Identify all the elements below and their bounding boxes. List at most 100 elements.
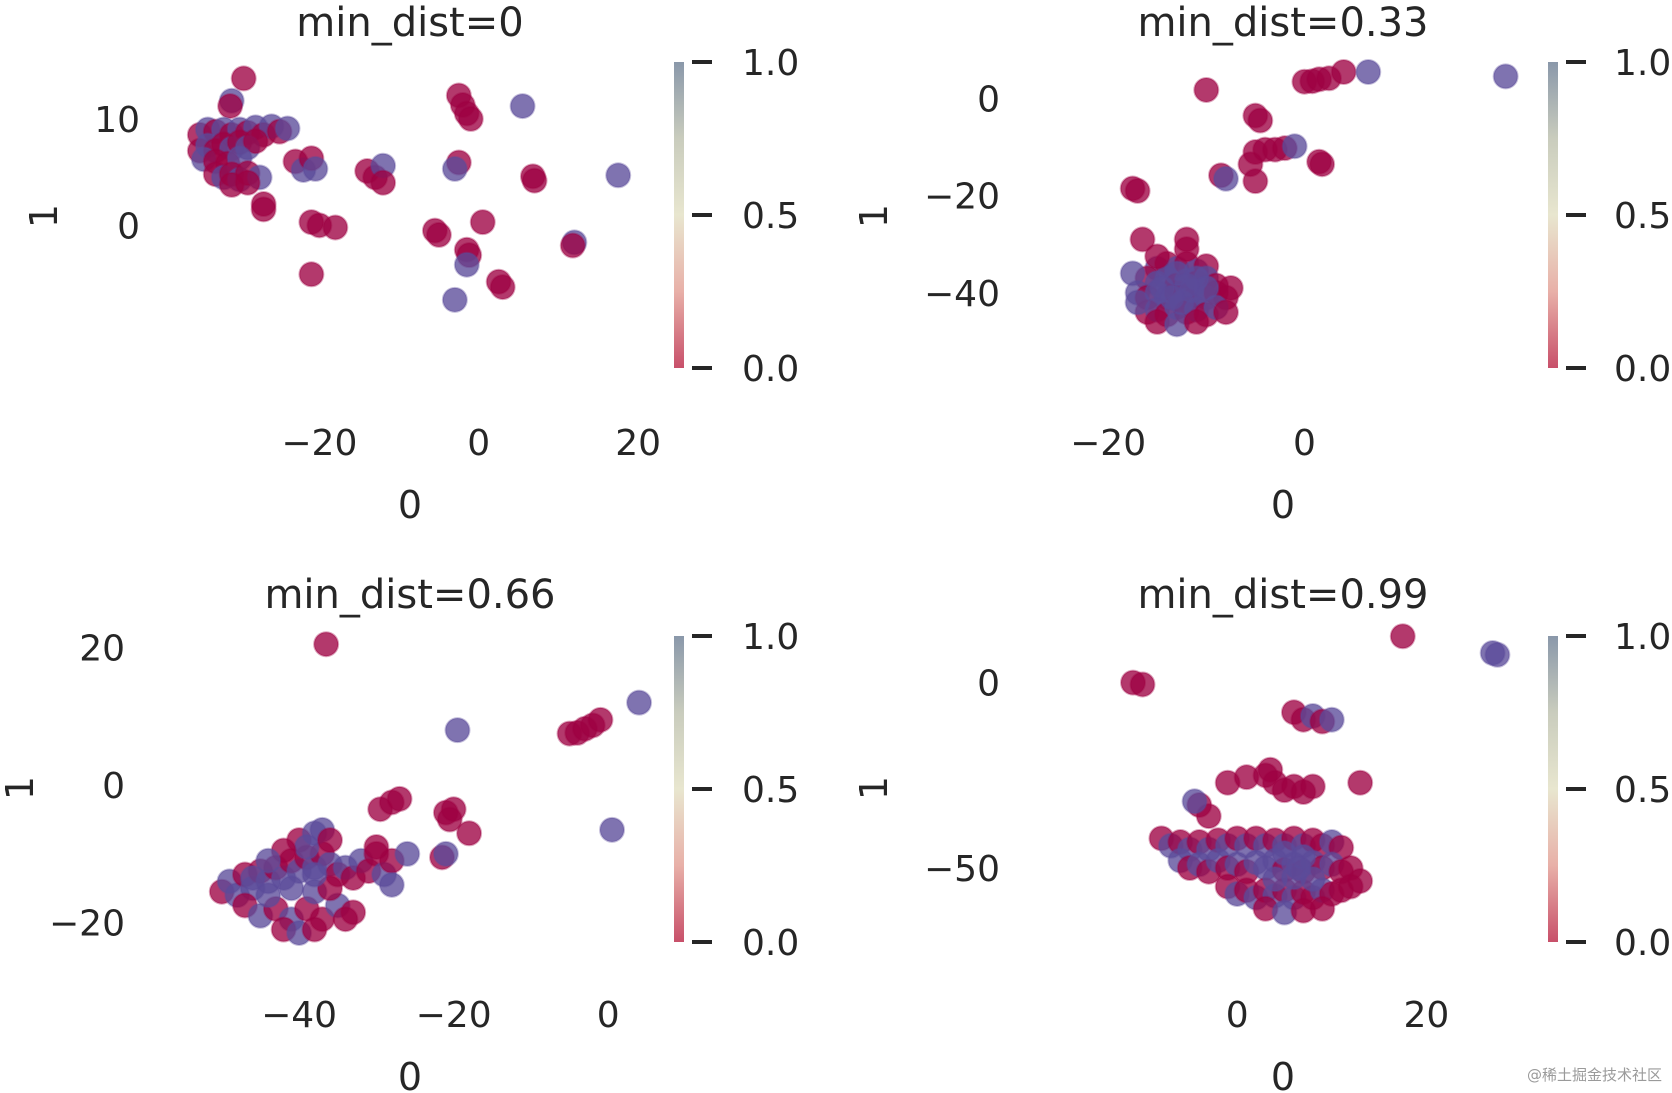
scatter-point bbox=[370, 169, 397, 196]
scatter-point bbox=[441, 286, 468, 313]
panel-2-points bbox=[1119, 58, 1519, 338]
scatter-point bbox=[302, 155, 329, 182]
y-tick-label: −50 bbox=[924, 849, 1000, 890]
scatter-point bbox=[242, 128, 269, 155]
y-tick-label: −20 bbox=[49, 904, 125, 945]
scatter-point bbox=[1309, 895, 1336, 922]
x-tick-label: 0 bbox=[467, 423, 490, 464]
x-tick-label: 0 bbox=[1226, 995, 1249, 1036]
scatter-point bbox=[587, 706, 614, 733]
panel-4-points bbox=[1120, 623, 1511, 926]
scatter-point bbox=[1158, 284, 1185, 311]
scatter-point bbox=[469, 209, 496, 236]
colorbar-tick-label: 0.0 bbox=[1614, 923, 1671, 964]
panel-2-x-label: 0 bbox=[1271, 483, 1295, 527]
scatter-point bbox=[293, 834, 320, 860]
scatter-point bbox=[626, 689, 653, 716]
scatter-point bbox=[1212, 299, 1239, 326]
scatter-point bbox=[457, 105, 484, 132]
panel-3-y-ticks: −20 0 20 bbox=[49, 629, 125, 945]
panel-3-points bbox=[208, 631, 653, 946]
panel-3-x-ticks: −40 −20 0 bbox=[261, 995, 620, 1036]
panel-2-y-label: 1 bbox=[852, 204, 896, 228]
x-tick-label: −40 bbox=[261, 995, 337, 1036]
panel-1-y-label: 1 bbox=[22, 204, 66, 228]
panel-4-y-ticks: −50 0 bbox=[924, 664, 1000, 890]
panel-4-x-label: 0 bbox=[1271, 1055, 1295, 1093]
scatter-point bbox=[1124, 289, 1151, 316]
scatter-point bbox=[255, 847, 282, 874]
scatter-point bbox=[425, 221, 452, 248]
panel-4-x-ticks: 0 20 bbox=[1226, 995, 1450, 1036]
y-tick-label: 0 bbox=[977, 80, 1000, 121]
panel-4-colorbar: 0.0 0.5 1.0 bbox=[1548, 617, 1671, 964]
scatter-point bbox=[1492, 63, 1519, 90]
x-tick-label: 20 bbox=[615, 423, 661, 464]
scatter-point bbox=[332, 906, 359, 933]
scatter-point bbox=[1129, 226, 1156, 253]
scatter-point bbox=[1183, 308, 1210, 335]
panel-3-colorbar: 0.0 0.5 1.0 bbox=[674, 617, 799, 964]
scatter-point bbox=[1330, 58, 1357, 85]
panel-3-colorbar-gradient bbox=[674, 636, 684, 942]
x-tick-label: −20 bbox=[1070, 423, 1146, 464]
scatter-point bbox=[274, 115, 301, 142]
scatter-point bbox=[1217, 274, 1244, 301]
y-tick-label: 20 bbox=[79, 629, 125, 670]
panel-3-x-label: 0 bbox=[398, 1055, 422, 1093]
scatter-point bbox=[1318, 706, 1345, 733]
scatter-point bbox=[599, 816, 626, 843]
scatter-point bbox=[1181, 788, 1208, 815]
panel-4-colorbar-gradient bbox=[1548, 636, 1558, 942]
colorbar-tick-label: 1.0 bbox=[742, 43, 799, 84]
scatter-point bbox=[441, 155, 468, 182]
scatter-point bbox=[440, 796, 467, 823]
scatter-point bbox=[322, 214, 349, 241]
y-tick-label: −40 bbox=[924, 274, 1000, 315]
colorbar-tick-label: 0.5 bbox=[742, 770, 799, 811]
scatter-point bbox=[1389, 623, 1416, 650]
scatter-point bbox=[317, 827, 343, 854]
scatter-point bbox=[1299, 773, 1326, 800]
scatter-point bbox=[234, 169, 261, 196]
scatter-point bbox=[278, 875, 305, 902]
scatter-point bbox=[456, 820, 483, 847]
panel-4-colorbar-ticks: 0.0 0.5 1.0 bbox=[1566, 617, 1671, 964]
x-tick-label: −20 bbox=[281, 423, 357, 464]
colorbar-tick-label: 0.5 bbox=[742, 196, 799, 237]
scatter-point bbox=[1144, 243, 1171, 270]
scatter-point bbox=[313, 631, 340, 658]
scatter-point bbox=[301, 916, 328, 943]
y-tick-label: −20 bbox=[924, 177, 1000, 218]
panel-1-x-ticks: −20 0 20 bbox=[281, 423, 661, 464]
colorbar-tick-label: 1.0 bbox=[1614, 617, 1671, 658]
scatter-point bbox=[1257, 756, 1284, 783]
panel-4-title: min_dist=0.99 bbox=[1137, 572, 1428, 618]
x-tick-label: −20 bbox=[416, 995, 492, 1036]
scatter-point bbox=[1212, 165, 1239, 192]
scatter-point bbox=[230, 65, 257, 92]
scatter-point bbox=[432, 840, 459, 867]
scatter-point bbox=[317, 875, 343, 902]
panel-2-colorbar-ticks: 0.0 0.5 1.0 bbox=[1566, 43, 1671, 390]
scatter-point bbox=[509, 93, 536, 120]
panel-1-title: min_dist=0 bbox=[296, 0, 523, 46]
scatter-point bbox=[255, 882, 282, 909]
scatter-point bbox=[489, 274, 516, 301]
scatter-point bbox=[1285, 855, 1312, 882]
panel-2: min_dist=0.33 −20 0 −40 −20 0 0 1 0.0 0.5 1.0 bbox=[852, 0, 1671, 527]
x-tick-label: 0 bbox=[1293, 423, 1316, 464]
scatter-point bbox=[1355, 58, 1382, 85]
colorbar-tick-label: 0.0 bbox=[742, 349, 799, 390]
scatter-point bbox=[1247, 107, 1274, 134]
colorbar-tick-label: 1.0 bbox=[1614, 43, 1671, 84]
y-tick-label: 0 bbox=[102, 766, 125, 807]
panel-2-title: min_dist=0.33 bbox=[1137, 0, 1428, 46]
panel-1: min_dist=0 −20 0 20 0 10 0 1 0.0 0.5 1.0 bbox=[22, 0, 799, 527]
scatter-point bbox=[1347, 867, 1374, 894]
scatter-point bbox=[363, 834, 390, 860]
panel-3-colorbar-ticks: 0.0 0.5 1.0 bbox=[692, 617, 799, 964]
scatter-point bbox=[1347, 769, 1374, 796]
panel-1-colorbar: 0.0 0.5 1.0 bbox=[674, 43, 799, 390]
